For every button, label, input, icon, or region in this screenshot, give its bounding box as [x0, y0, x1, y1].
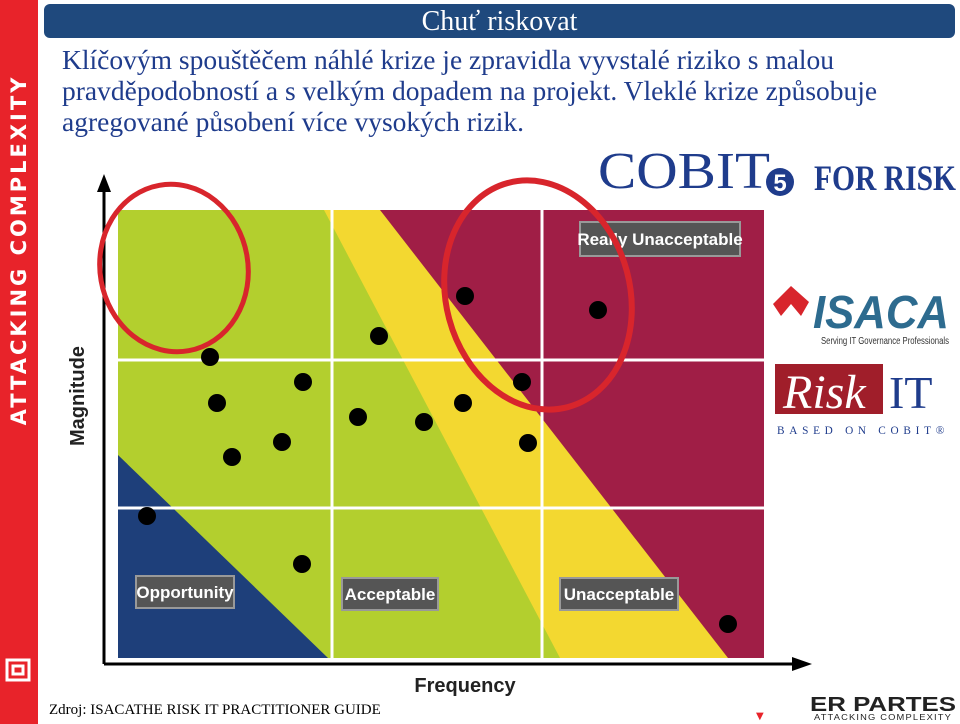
risk-point — [519, 434, 537, 452]
title-bar: Chuť riskovat — [44, 4, 955, 38]
risk-appetite-diagram: Frequency Magnitude Opportunity Acceptab… — [67, 174, 812, 697]
risk-point — [294, 373, 312, 391]
zone-acceptable — [118, 210, 560, 658]
risk-point — [201, 348, 219, 366]
it-text: IT — [889, 367, 932, 418]
isaca-swoosh — [773, 286, 809, 316]
zone-really-unacceptable — [380, 210, 764, 658]
risk-point — [589, 301, 607, 319]
zone-label-opportunity: Opportunity — [135, 575, 235, 609]
risk-point — [513, 373, 531, 391]
acceptable-label: Acceptable — [345, 585, 436, 604]
isaca-logo-text: ISACA — [813, 286, 949, 338]
zone-label-acceptable: Acceptable — [341, 577, 439, 611]
axes — [97, 174, 812, 671]
footer-tagline: ATTACKING COMPLEXITY — [814, 713, 952, 722]
risk-point — [273, 433, 291, 451]
x-axis-label: Frequency — [414, 675, 516, 697]
zone-label-really-unacceptable: Really Unacceptable — [577, 221, 743, 257]
risk-point — [415, 413, 433, 431]
isaca-tagline: Serving IT Governance Professionals — [821, 336, 949, 347]
side-brand-text: ATTACKING COMPLEXITY — [7, 74, 31, 426]
er-partes-footer-logo: ER PARTES ATTACKING COMPLEXITY — [810, 694, 956, 722]
cobit-for-risk-logo: COBIT 5 FOR RISK — [598, 143, 956, 200]
opportunity-label: Opportunity — [136, 583, 234, 602]
risk-text: Risk — [782, 366, 867, 419]
source-citation: Zdroj: ISACATHE RISK IT PRACTITIONER GUI… — [49, 702, 381, 718]
risk-point — [223, 448, 241, 466]
risk-points — [138, 287, 737, 633]
risk-point — [456, 287, 474, 305]
highlight-circle-high-magnitude — [441, 177, 635, 413]
cobit-logo-text: COBIT — [598, 143, 770, 200]
brand-mark-icon — [5, 658, 31, 682]
risk-point — [293, 555, 311, 573]
footer-marker-icon: ▼ — [756, 711, 764, 722]
risk-point — [349, 408, 367, 426]
y-axis-label: Magnitude — [67, 346, 89, 446]
intro-paragraph: Klíčovým spouštěčem náhlé krize je zprav… — [62, 44, 878, 137]
cobit-version: 5 — [773, 170, 786, 197]
risk-box — [775, 364, 883, 414]
risk-point — [138, 507, 156, 525]
risk-point — [454, 394, 472, 412]
based-on-cobit-text: BASED ON COBIT® — [777, 423, 949, 437]
really-unacceptable-label: Really Unacceptable — [577, 230, 742, 249]
highlight-circles — [97, 177, 635, 413]
slide-title: Chuť riskovat — [421, 6, 578, 37]
zone-label-unacceptable: Unacceptable — [559, 577, 679, 611]
cobit-five-badge — [766, 168, 794, 196]
risk-point — [370, 327, 388, 345]
highlight-circle-low-frequency — [97, 181, 251, 355]
x-axis-arrow — [792, 657, 812, 671]
unacceptable-label: Unacceptable — [564, 585, 675, 604]
risk-point — [719, 615, 737, 633]
risk-it-logo: Risk IT BASED ON COBIT® — [775, 364, 949, 437]
for-risk-text: FOR RISK — [814, 158, 956, 198]
side-band — [0, 0, 38, 724]
risk-point — [208, 394, 226, 412]
isaca-logo: ISACA Serving IT Governance Professional… — [773, 286, 949, 347]
footer-brand: ER PARTES — [810, 694, 956, 716]
y-axis-arrow — [97, 174, 111, 192]
grid-lines — [118, 210, 764, 658]
